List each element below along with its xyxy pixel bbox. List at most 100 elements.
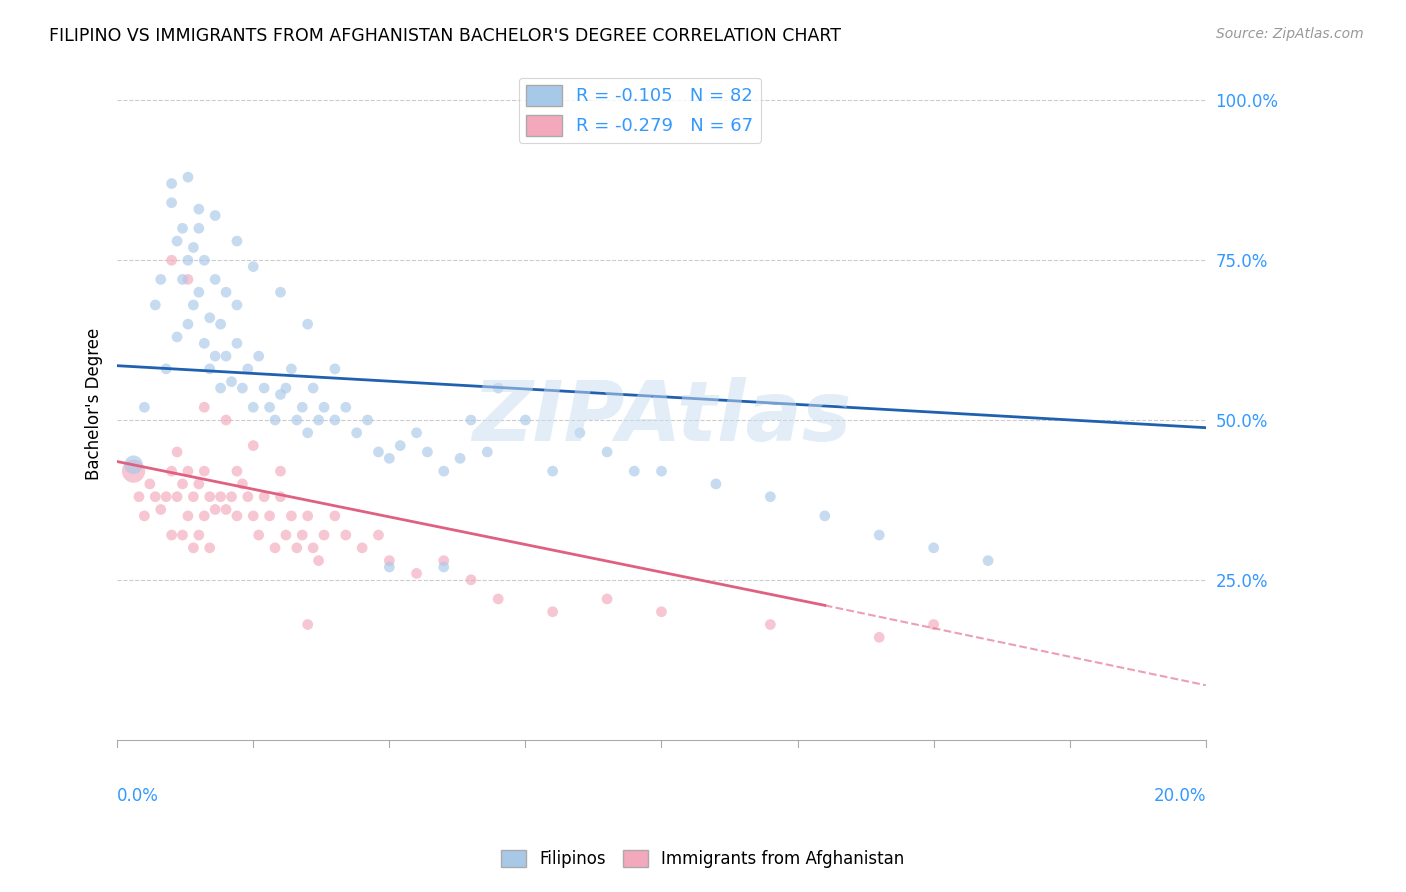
Point (247, 349, 270, 363)
Point (346, 425, 368, 440)
Point (204, 502, 226, 516)
Point (302, 541, 325, 555)
Point (367, 528, 389, 542)
Point (236, 490, 259, 504)
Point (172, 221, 194, 235)
Point (209, 317, 232, 331)
Point (378, 451, 401, 466)
Point (264, 413, 287, 427)
Point (183, 490, 205, 504)
Point (143, 490, 166, 504)
Point (405, 425, 427, 440)
Point (323, 413, 346, 427)
Point (193, 464, 215, 478)
Point (308, 413, 330, 427)
Point (596, 445, 619, 459)
Point (297, 317, 319, 331)
Point (187, 202, 209, 216)
Point (187, 477, 209, 491)
Point (209, 381, 232, 395)
Point (868, 630, 890, 644)
Point (433, 560, 456, 574)
Point (155, 362, 177, 376)
Point (242, 439, 264, 453)
Point (433, 553, 456, 567)
Point (302, 381, 325, 395)
Point (183, 541, 205, 555)
Point (215, 502, 238, 516)
Point (166, 234, 188, 248)
Point (177, 317, 200, 331)
Point (160, 253, 183, 268)
Point (378, 560, 401, 574)
Y-axis label: Bachelor's Degree: Bachelor's Degree (86, 328, 103, 480)
Point (193, 253, 215, 268)
Point (285, 541, 308, 555)
Point (236, 362, 259, 376)
Point (231, 381, 253, 395)
Point (139, 477, 162, 491)
Point (177, 464, 200, 478)
Point (172, 272, 194, 286)
Point (515, 413, 537, 427)
Point (291, 528, 314, 542)
Point (297, 425, 319, 440)
Point (352, 541, 374, 555)
Point (166, 445, 188, 459)
Point (308, 553, 330, 567)
Point (193, 401, 215, 415)
Point (134, 508, 156, 523)
Point (198, 310, 221, 325)
Point (596, 591, 619, 606)
Point (312, 401, 335, 415)
Point (405, 566, 427, 581)
Point (269, 464, 291, 478)
Point (215, 413, 238, 427)
Point (623, 464, 645, 478)
Point (389, 439, 412, 453)
Point (187, 221, 209, 235)
Point (187, 285, 209, 300)
Point (193, 336, 215, 351)
Point (253, 490, 276, 504)
Point (759, 490, 782, 504)
Point (486, 381, 509, 395)
Point (269, 285, 291, 300)
Point (269, 490, 291, 504)
Point (160, 177, 183, 191)
Point (477, 445, 499, 459)
Point (312, 528, 335, 542)
Point (335, 401, 357, 415)
Point (122, 458, 145, 472)
Point (122, 464, 145, 478)
Point (226, 508, 249, 523)
Point (759, 617, 782, 632)
Point (704, 477, 727, 491)
Point (204, 209, 226, 223)
Point (187, 528, 209, 542)
Point (160, 195, 183, 210)
Point (285, 413, 308, 427)
Point (231, 477, 253, 491)
Point (814, 508, 837, 523)
Point (367, 445, 389, 459)
Point (155, 490, 177, 504)
Point (291, 401, 314, 415)
Point (183, 298, 205, 312)
Point (183, 240, 205, 254)
Point (242, 401, 264, 415)
Point (134, 401, 156, 415)
Point (253, 381, 276, 395)
Point (215, 349, 238, 363)
Point (568, 425, 591, 440)
Point (259, 508, 281, 523)
Point (280, 362, 302, 376)
Point (323, 362, 346, 376)
Text: 20.0%: 20.0% (1153, 787, 1206, 805)
Point (247, 528, 270, 542)
Point (221, 490, 243, 504)
Point (160, 464, 183, 478)
Point (149, 272, 172, 286)
Point (416, 445, 439, 459)
Point (143, 298, 166, 312)
